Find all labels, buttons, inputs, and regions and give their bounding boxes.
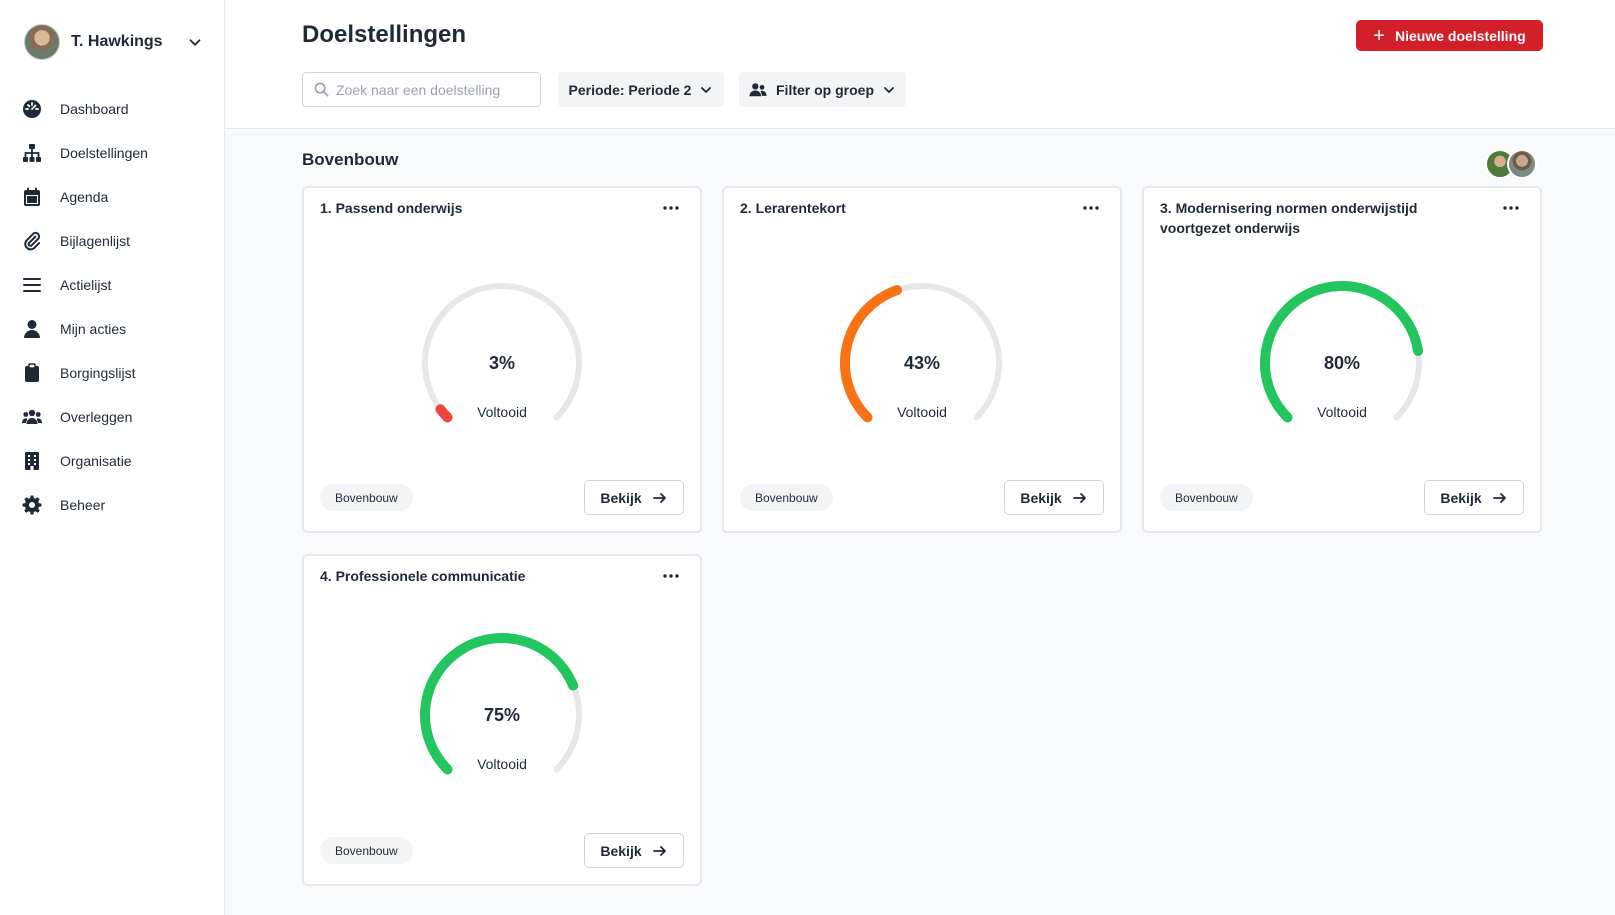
periode-label: Periode: Periode 2 (568, 81, 692, 98)
goal-card-title: 1. Passend onderwijs (320, 200, 463, 216)
progress-status: Voltooid (477, 756, 527, 772)
sidebar-item-label: Mijn acties (60, 321, 127, 337)
avatar (24, 24, 60, 60)
group-filter-dropdown[interactable]: Filter op groep (739, 72, 906, 107)
sidebar-item-label: Organisatie (60, 453, 132, 469)
chevron-down-icon (884, 86, 894, 93)
gauge-fill (420, 633, 579, 775)
users-icon (22, 407, 42, 427)
dashboard-icon (22, 99, 42, 119)
view-button-label: Bekijk (600, 842, 642, 859)
progress-status: Voltooid (477, 404, 527, 420)
view-button[interactable]: Bekijk (584, 480, 684, 515)
user-menu[interactable]: T. Hawkings (24, 24, 204, 60)
goal-card: 3. Modernisering normen onderwijstijd vo… (1142, 186, 1542, 533)
sidebar-item-mijn-acties[interactable]: Mijn acties (22, 307, 212, 351)
sidebar-item-label: Beheer (60, 497, 106, 513)
sidebar-item-beheer[interactable]: Beheer (22, 483, 212, 527)
sidebar-item-label: Borgingslijst (60, 365, 136, 381)
clipboard-icon (22, 363, 42, 383)
section-title: Bovenbouw (302, 150, 399, 169)
paperclip-icon (22, 231, 42, 251)
sidebar-item-label: Doelstellingen (60, 145, 148, 161)
list-icon (22, 275, 42, 295)
group-tag: Bovenbouw (320, 484, 413, 511)
progress-percent: 75% (483, 705, 521, 725)
progress-gauge: 43% Voltooid (835, 283, 1009, 434)
gauge-fill (840, 285, 903, 423)
goal-card: 1. Passend onderwijs 3% Voltooid Bovenbo… (302, 186, 702, 533)
arrow-right-icon (652, 492, 666, 503)
gauge-fill (1260, 281, 1424, 423)
progress-status: Voltooid (897, 404, 947, 420)
user-icon (22, 319, 42, 339)
sidebar-nav: Dashboard Doelstellingen Agenda Bijlagen… (22, 87, 212, 527)
chevron-down-icon (189, 39, 201, 46)
building-icon (22, 451, 42, 471)
calendar-icon (22, 187, 42, 207)
periode-dropdown[interactable]: Periode: Periode 2 (558, 72, 724, 107)
more-options-icon[interactable] (660, 197, 682, 219)
page-title: Doelstellingen (302, 21, 467, 48)
sidebar-item-doelstellingen[interactable]: Doelstellingen (22, 131, 212, 175)
sidebar-item-actielijst[interactable]: Actielijst (22, 263, 212, 307)
arrow-right-icon (1072, 492, 1086, 503)
chevron-down-icon (701, 86, 712, 93)
sidebar-item-label: Dashboard (60, 101, 129, 117)
sidebar-item-label: Agenda (60, 189, 109, 205)
sidebar-item-label: Bijlagenlijst (60, 233, 131, 249)
view-button-label: Bekijk (1020, 489, 1062, 506)
progress-percent: 43% (903, 353, 941, 373)
group-filter-label: Filter op groep (776, 81, 874, 98)
progress-percent: 3% (488, 353, 515, 373)
sitemap-icon (22, 143, 42, 163)
page-header: Doelstellingen + Nieuwe doelstelling Per… (226, 0, 1615, 129)
goal-card-title: 2. Lerarentekort (740, 200, 846, 216)
group-tag: Bovenbouw (1160, 484, 1253, 511)
sidebar-item-borgingslijst[interactable]: Borgingslijst (22, 351, 212, 395)
view-button-label: Bekijk (600, 489, 642, 506)
gauge-track (422, 283, 582, 421)
member-avatars[interactable] (1485, 149, 1541, 181)
goal-card: 4. Professionele communicatie 75% Voltoo… (302, 554, 702, 886)
view-button-label: Bekijk (1440, 489, 1482, 506)
arrow-right-icon (652, 845, 666, 856)
search-box (302, 72, 541, 107)
sidebar: T. Hawkings Dashboard Doelstellingen Age… (0, 0, 225, 915)
group-tag: Bovenbouw (740, 484, 833, 511)
users-icon (749, 82, 767, 96)
more-options-icon[interactable] (1500, 197, 1522, 219)
sidebar-item-dashboard[interactable]: Dashboard (22, 87, 212, 131)
sidebar-item-bijlagenlijst[interactable]: Bijlagenlijst (22, 219, 212, 263)
more-options-icon[interactable] (1080, 197, 1102, 219)
plus-icon: + (1373, 24, 1385, 47)
progress-gauge: 80% Voltooid (1255, 281, 1429, 434)
sidebar-item-organisatie[interactable]: Organisatie (22, 439, 212, 483)
arrow-right-icon (1492, 492, 1506, 503)
view-button[interactable]: Bekijk (1424, 480, 1524, 515)
new-goal-button[interactable]: + Nieuwe doelstelling (1356, 20, 1543, 51)
gear-icon (22, 495, 42, 515)
progress-percent: 80% (1323, 353, 1361, 373)
group-tag: Bovenbouw (320, 837, 413, 864)
avatar (1507, 149, 1537, 179)
more-options-icon[interactable] (660, 565, 682, 587)
goal-card: 2. Lerarentekort 43% Voltooid Bovenbouw … (722, 186, 1122, 533)
user-name: T. Hawkings (71, 33, 163, 50)
sidebar-item-label: Overleggen (60, 409, 133, 425)
goal-card-title: 4. Professionele communicatie (320, 568, 526, 584)
sidebar-item-label: Actielijst (60, 277, 112, 293)
gauge-fill (435, 404, 453, 423)
view-button[interactable]: Bekijk (584, 833, 684, 868)
new-goal-label: Nieuwe doelstelling (1394, 27, 1526, 44)
progress-gauge: 75% Voltooid (415, 633, 589, 786)
sidebar-item-agenda[interactable]: Agenda (22, 175, 212, 219)
sidebar-item-overleggen[interactable]: Overleggen (22, 395, 212, 439)
search-icon (314, 82, 329, 97)
view-button[interactable]: Bekijk (1004, 480, 1104, 515)
progress-gauge: 3% Voltooid (415, 283, 589, 434)
progress-status: Voltooid (1317, 404, 1367, 420)
goal-card-title: 3. Modernisering normen onderwijstijd vo… (1160, 200, 1418, 236)
search-input[interactable] (336, 81, 536, 98)
